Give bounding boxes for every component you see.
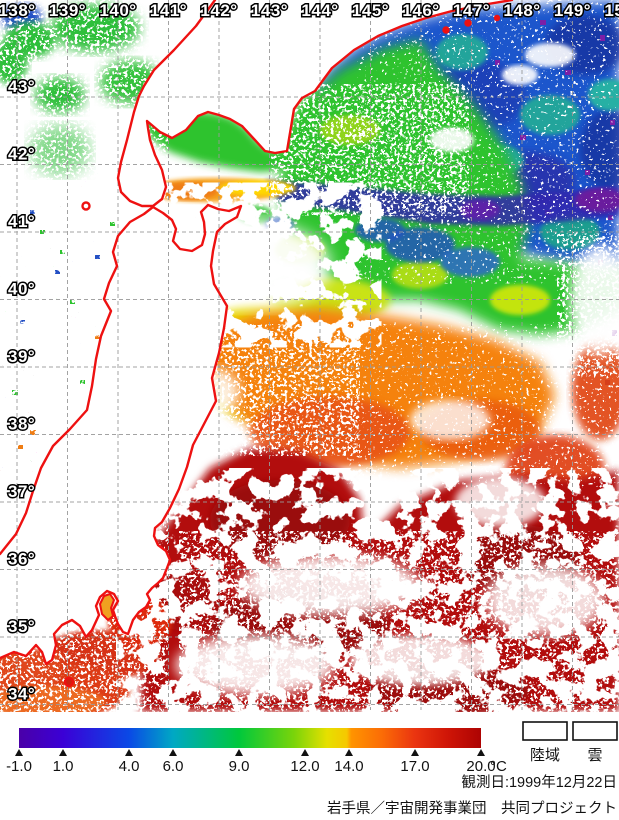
land-legend-label: 陸域 (530, 747, 560, 764)
colorbar-tick-label: 20.0 (466, 758, 495, 775)
colorbar-tick-marker (345, 749, 353, 756)
longitude-label: 143° (251, 1, 288, 20)
project-credit: 岩手県／宇宙開発事業団 共同プロジェクト (327, 800, 617, 817)
longitude-label: 140° (99, 1, 136, 20)
latitude-label: 38° (8, 415, 35, 434)
sea-temperature-field (0, 0, 619, 718)
longitude-label: 146° (402, 1, 439, 20)
longitude-label: 142° (200, 1, 237, 20)
colorbar-tick-marker (15, 749, 23, 756)
latitude-label: 37° (8, 482, 35, 501)
okushiri-island (81, 201, 91, 211)
colorbar-tick-label: 17.0 (400, 758, 429, 775)
colorbar-tick-label: 12.0 (290, 758, 319, 775)
cloud-cover (0, 0, 619, 712)
latitude-label: 36° (8, 550, 35, 569)
colorbar-gradient-bar (19, 728, 481, 748)
latitude-label: 34° (8, 685, 35, 704)
colorbar-tick-label: -1.0 (6, 758, 32, 775)
longitude-axis-labels: 138° 139° 140° 141° 142° 143° 144° 145° 146° 147°… (0, 0, 619, 22)
colorbar-tick-label: 14.0 (334, 758, 363, 775)
cloud-swatch (572, 721, 618, 741)
colorbar-tick-marker (59, 749, 67, 756)
map-legend: 陸域 雲 (522, 721, 618, 764)
temperature-colorbar: -1.0 1.0 4.0 6.0 9.0 12.0 14.0 17.0 20.0 °C (6, 728, 507, 775)
colorbar-unit: °C (490, 758, 507, 775)
colorbar-tick-label: 9.0 (229, 758, 250, 775)
colorbar-tick-marker (125, 749, 133, 756)
colorbar-tick-label: 4.0 (119, 758, 140, 775)
graticule-gridlines (0, 0, 619, 710)
longitude-label: 144° (301, 1, 338, 20)
land-swatch (522, 721, 568, 741)
colorbar-tick-marker (411, 749, 419, 756)
tokyo-bay-water (99, 593, 115, 621)
cloud-legend-label: 雲 (587, 747, 602, 764)
colorbar-tick-marker (235, 749, 243, 756)
longitude-label: 138° (0, 1, 36, 20)
colorbar-tick-label: 1.0 (53, 758, 74, 775)
longitude-label: 148° (503, 1, 540, 20)
latitude-label: 39° (8, 347, 35, 366)
latitude-label: 43° (8, 77, 35, 96)
longitude-label: 141° (150, 1, 187, 20)
colorbar-tick-label: 6.0 (163, 758, 184, 775)
latitude-axis-labels: 43° 42° 41° 40° 39° 38° 37° 36° 35° 34° (7, 76, 37, 706)
colorbar-tick-marker (477, 749, 485, 756)
izu-oshima-island (63, 676, 75, 688)
longitude-label: 149° (554, 1, 591, 20)
coastline (0, 0, 514, 688)
latitude-label: 41° (8, 212, 35, 231)
colorbar-ticks: -1.0 1.0 4.0 6.0 9.0 12.0 14.0 17.0 20.0 (6, 749, 496, 775)
latitude-label: 40° (8, 280, 35, 299)
latitude-label: 42° (8, 145, 35, 164)
observation-date: 観測日:1999年12月22日 (461, 774, 617, 791)
latitude-label: 35° (8, 617, 35, 636)
longitude-label: 139° (49, 1, 86, 20)
longitude-label: 150° (604, 1, 619, 20)
longitude-label: 145° (352, 1, 389, 20)
colorbar-tick-marker (169, 749, 177, 756)
colorbar-tick-marker (301, 749, 309, 756)
longitude-label: 147° (453, 1, 490, 20)
